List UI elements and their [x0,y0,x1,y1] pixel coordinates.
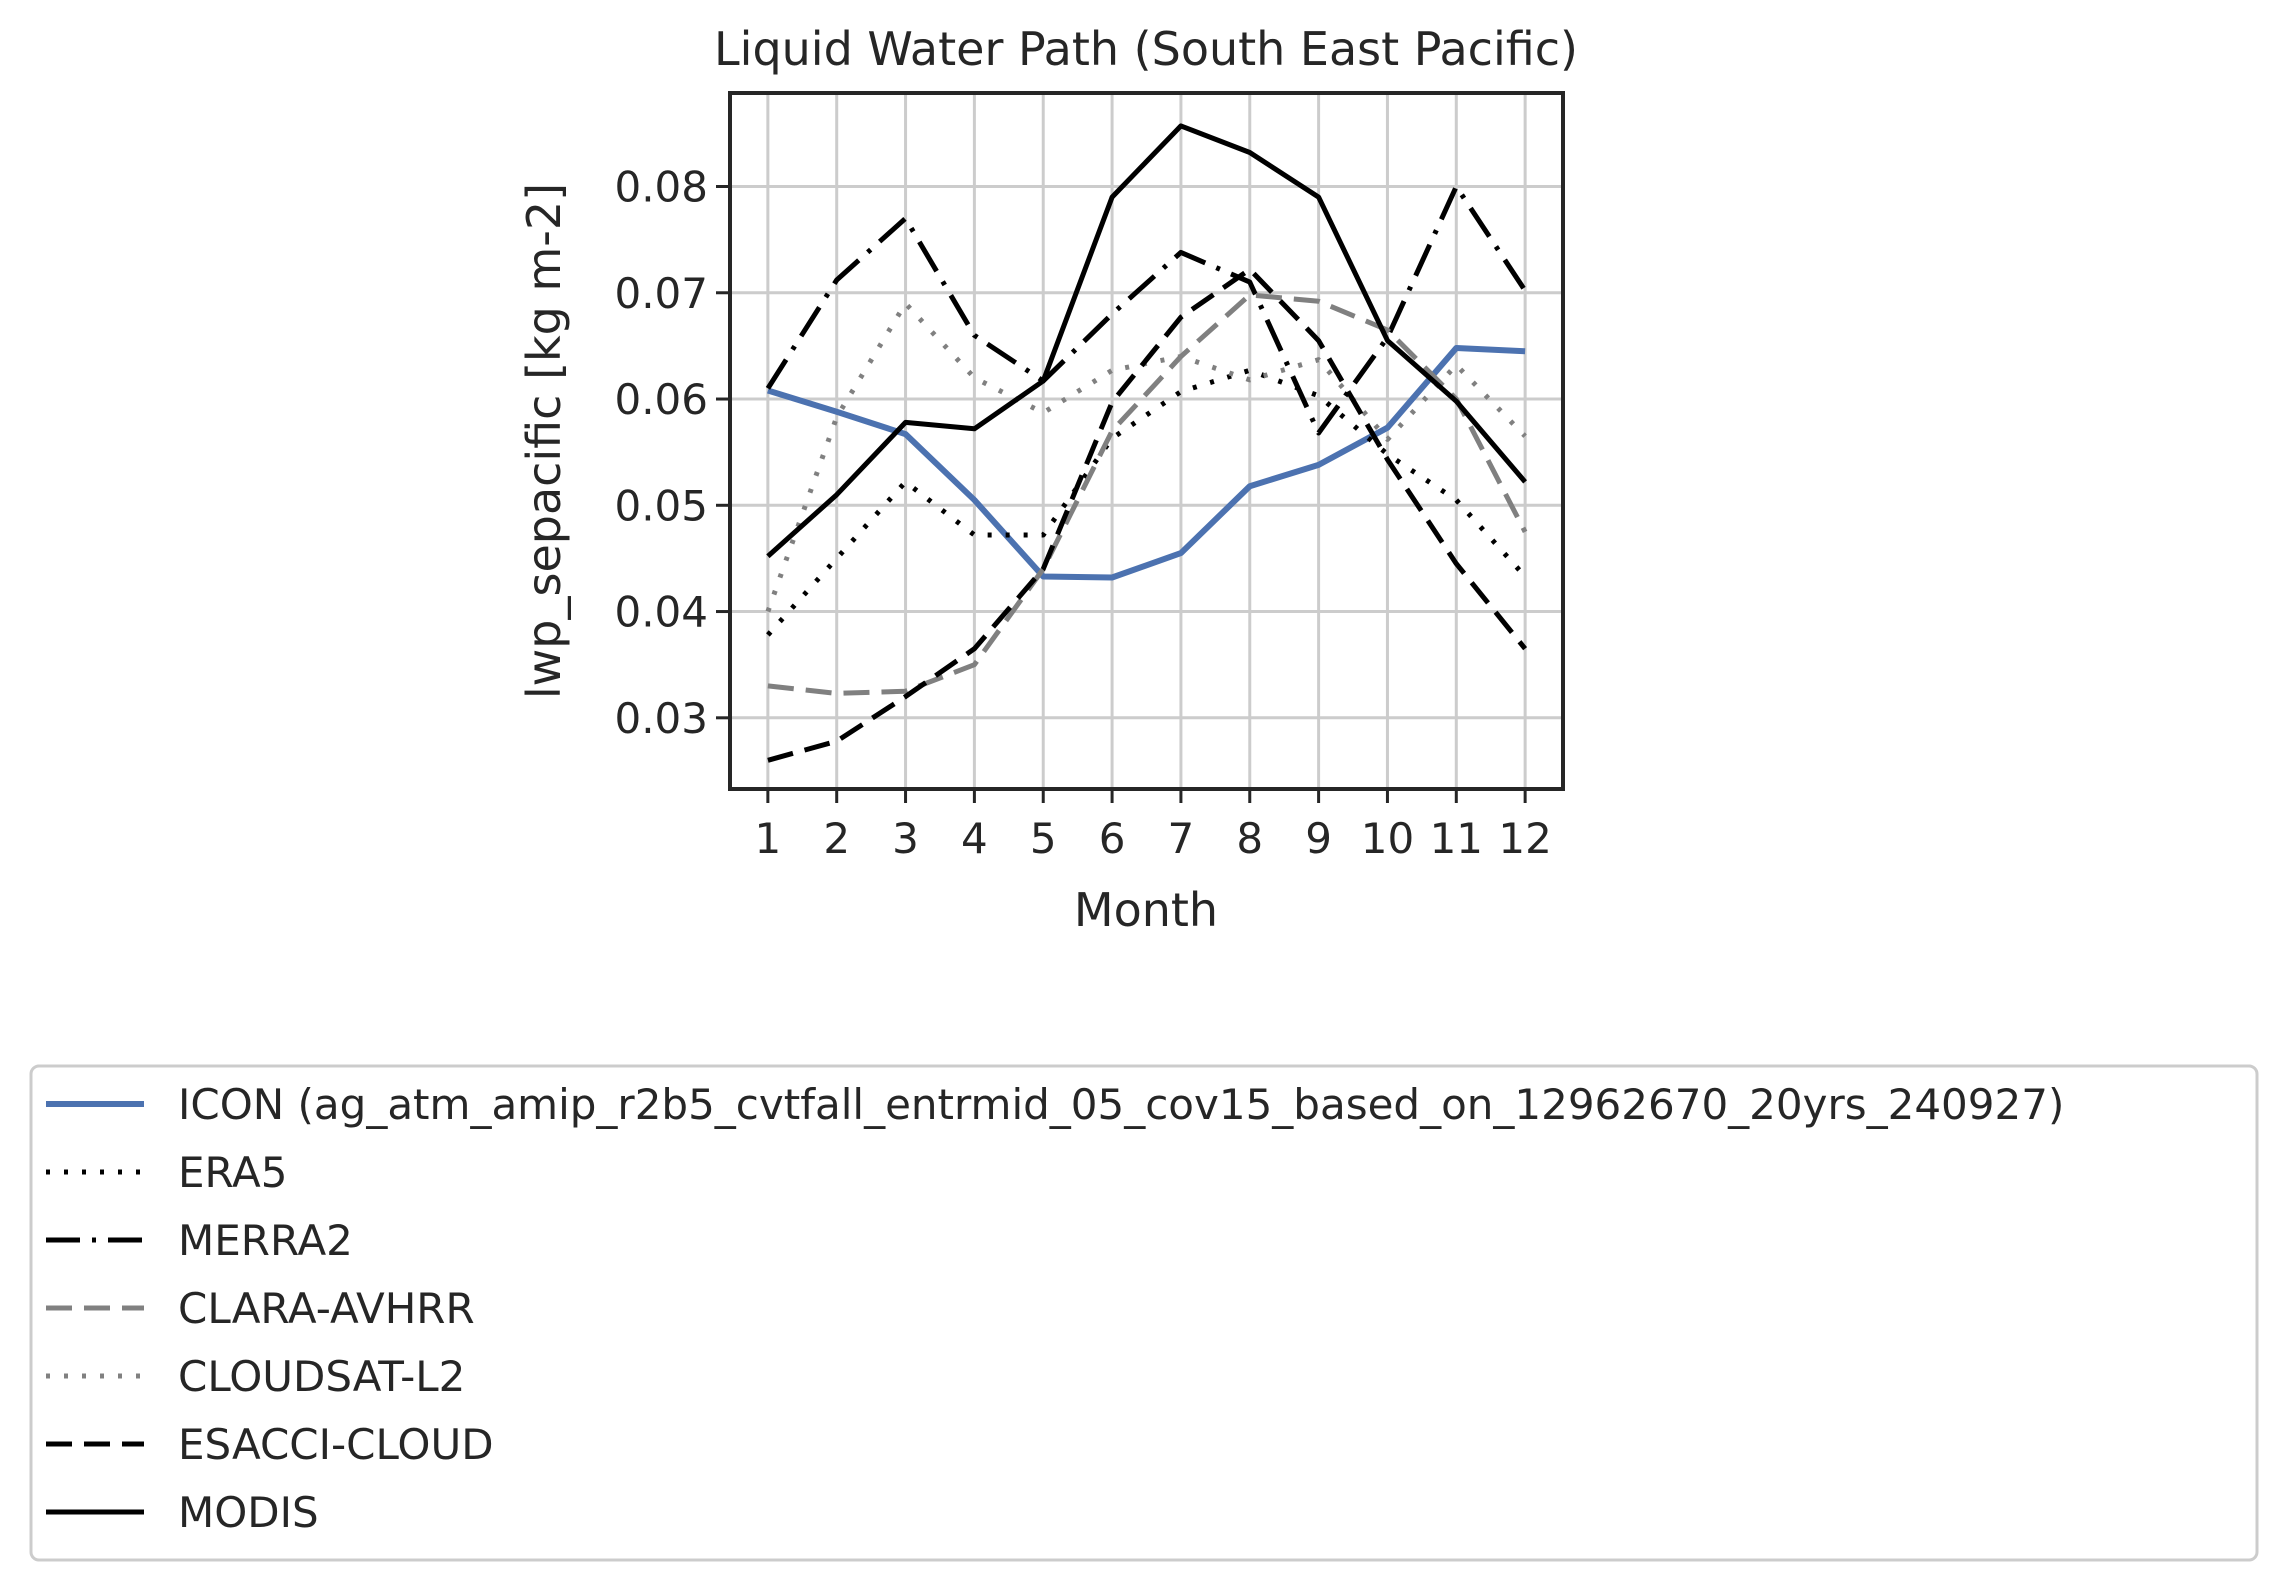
y-tick-label: 0.04 [614,588,708,637]
x-tick-label: 8 [1236,814,1263,863]
chart-title: Liquid Water Path (South East Pacific) [714,22,1578,76]
legend-label-era5: ERA5 [178,1148,287,1197]
grid [730,93,1563,789]
y-tick-label: 0.07 [614,269,708,318]
x-tick-label: 3 [892,814,919,863]
axis-ticks: 1 2 3 4 5 6 7 8 9 10 11 120.030.040.050.060.070.08 [614,163,1551,863]
series-lines [765,123,1528,763]
x-tick-label: 6 [1099,814,1126,863]
x-tick-label: 9 [1305,814,1332,863]
x-tick-label: 12 [1498,814,1551,863]
y-tick-label: 0.06 [614,375,708,424]
x-tick-label: 4 [961,814,988,863]
series-line-clara-avhrr [767,292,1528,696]
y-axis-label: lwp_sepacific [kg m-2] [517,183,571,699]
x-tick-label: 1 [754,814,781,863]
legend-label-merra2: MERRA2 [178,1216,353,1265]
y-tick-label: 0.03 [614,694,708,743]
x-tick-label: 5 [1030,814,1057,863]
legend: ICON (ag_atm_amip_r2b5_cvtfall_entrmid_0… [46,1080,2064,1537]
series-line-era5 [766,367,1527,637]
legend-label-cloudsat-l2: CLOUDSAT-L2 [178,1352,465,1401]
series-line-modis [766,123,1528,559]
x-tick-label: 10 [1361,814,1414,863]
legend-label-clara-avhrr: CLARA-AVHRR [178,1284,475,1333]
plot-frame [728,91,1565,791]
series-line-merra2 [765,184,1528,436]
x-tick-label: 7 [1168,814,1195,863]
x-tick-label: 2 [823,814,850,863]
series-line-icon [767,345,1526,581]
legend-box [29,1064,2259,1562]
x-axis-label: Month [1074,883,1218,937]
y-tick-label: 0.05 [614,481,708,530]
legend-label-esacci-cloud: ESACCI-CLOUD [178,1420,494,1469]
series-line-esacci-cloud [767,266,1528,763]
legend-label-icon: ICON (ag_atm_amip_r2b5_cvtfall_entrmid_0… [178,1080,2064,1129]
legend-label-modis: MODIS [178,1488,319,1537]
x-tick-label: 11 [1430,814,1483,863]
y-tick-label: 0.08 [614,163,708,212]
